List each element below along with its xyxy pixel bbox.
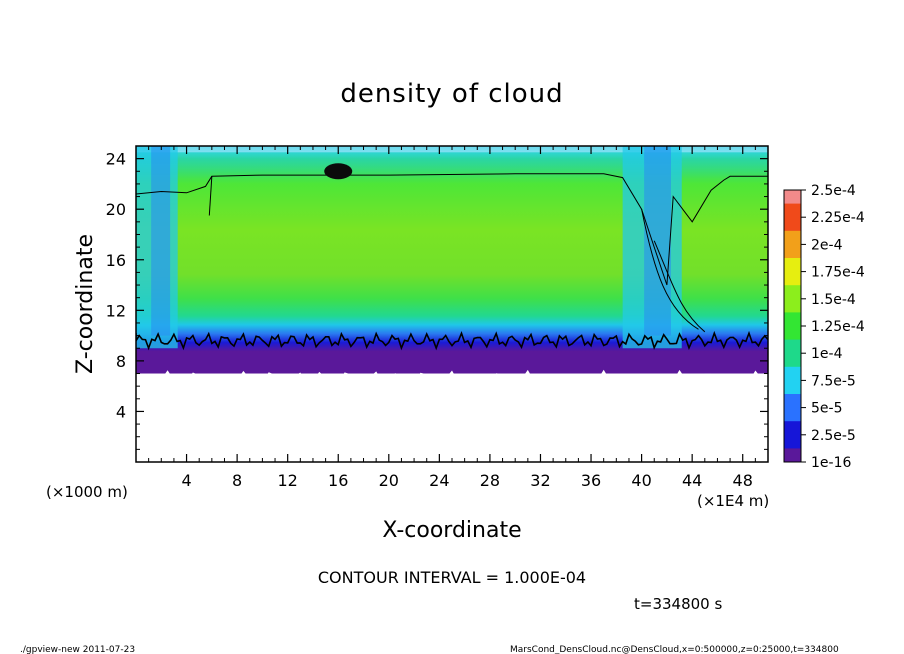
x-tick-label: 48 <box>733 471 753 490</box>
x-tick-label: 12 <box>278 471 298 490</box>
colorbar-label: 7.5e-5 <box>811 373 856 389</box>
colorbar-band <box>784 230 801 245</box>
density-field <box>136 146 768 399</box>
colorbar-band <box>784 434 801 449</box>
colorbar-band <box>784 353 801 368</box>
colorbar-band <box>784 407 801 422</box>
y-axis-label: Z-coordinate <box>73 234 98 374</box>
y-tick-label: 12 <box>106 301 126 320</box>
colorbar-band <box>784 448 801 463</box>
x-tick-label: 36 <box>581 471 601 490</box>
colorbar-label: 2.5e-4 <box>811 183 856 199</box>
y-tick-label: 16 <box>106 251 126 270</box>
colorbar-label: 1.5e-4 <box>811 292 856 308</box>
y-tick-label: 24 <box>106 150 126 169</box>
x-tick-label: 4 <box>181 471 191 490</box>
y-axis: 4 8 12 16 20 24 <box>106 150 768 450</box>
x-unit-right: (×1E4 m) <box>697 492 769 510</box>
colorbar-band <box>784 394 801 409</box>
y-tick-label: 20 <box>106 200 126 219</box>
dense-patch <box>324 163 353 180</box>
x-tick-label: 24 <box>429 471 449 490</box>
colorbar-band <box>784 217 801 232</box>
x-tick-label: 20 <box>379 471 399 490</box>
contour-line <box>136 330 768 351</box>
colorbar-label: 1.75e-4 <box>811 265 865 281</box>
colorbar-label: 5e-5 <box>811 401 842 417</box>
colorbar-band <box>784 421 801 436</box>
x-axis: 4 8 12 16 20 24 28 32 36 40 44 48 <box>148 146 756 490</box>
clear-air-below <box>136 368 768 399</box>
colorbar-band <box>784 298 801 313</box>
colorbar-label: 2.25e-4 <box>811 210 865 226</box>
contour-line <box>208 176 213 216</box>
colorbar: 1e-16 2.5e-5 5e-5 7.5e-5 1e-4 1.25e-4 1.5e-4 1.… <box>783 183 865 471</box>
time-label: t=334800 s <box>634 595 722 613</box>
contour-line <box>136 173 768 286</box>
colorbar-band <box>784 285 801 300</box>
thin-column-core <box>151 146 171 336</box>
colorbar-label: 2e-4 <box>811 237 843 253</box>
colorbar-band <box>784 339 801 354</box>
colorbar-band <box>784 190 801 205</box>
contour-interval: CONTOUR INTERVAL = 1.000E-04 <box>318 568 586 587</box>
colorbar-band <box>784 244 801 259</box>
x-tick-label: 16 <box>328 471 348 490</box>
footer-left: ./gpview-new 2011-07-23 <box>20 645 135 654</box>
colorbar-band <box>784 366 801 381</box>
contour-lines <box>136 163 768 351</box>
x-tick-label: 32 <box>530 471 550 490</box>
x-tick-label: 28 <box>480 471 500 490</box>
colorbar-band <box>784 312 801 327</box>
x-axis-label: X-coordinate <box>382 518 521 543</box>
x-tick-label: 8 <box>232 471 242 490</box>
colorbar-band <box>784 203 801 218</box>
colorbar-band <box>784 258 801 273</box>
y-tick-label: 4 <box>116 402 126 421</box>
colorbar-label: 1e-16 <box>811 455 851 471</box>
colorbar-label: 2.5e-5 <box>811 428 856 444</box>
chart-title: density of cloud <box>340 79 563 109</box>
colorbar-band <box>784 326 801 341</box>
colorbar-band <box>784 380 801 395</box>
footer-right: MarsCond_DensCloud.nc@DensCloud,x=0:5000… <box>510 645 839 654</box>
colorbar-label: 1.25e-4 <box>811 319 865 335</box>
y-tick-label: 8 <box>116 352 126 371</box>
colorbar-band <box>784 271 801 286</box>
x-unit-left: (×1000 m) <box>46 483 128 501</box>
colorbar-label: 1e-4 <box>811 346 843 362</box>
x-tick-label: 44 <box>682 471 702 490</box>
contour-line <box>641 209 706 333</box>
x-tick-label: 40 <box>631 471 651 490</box>
